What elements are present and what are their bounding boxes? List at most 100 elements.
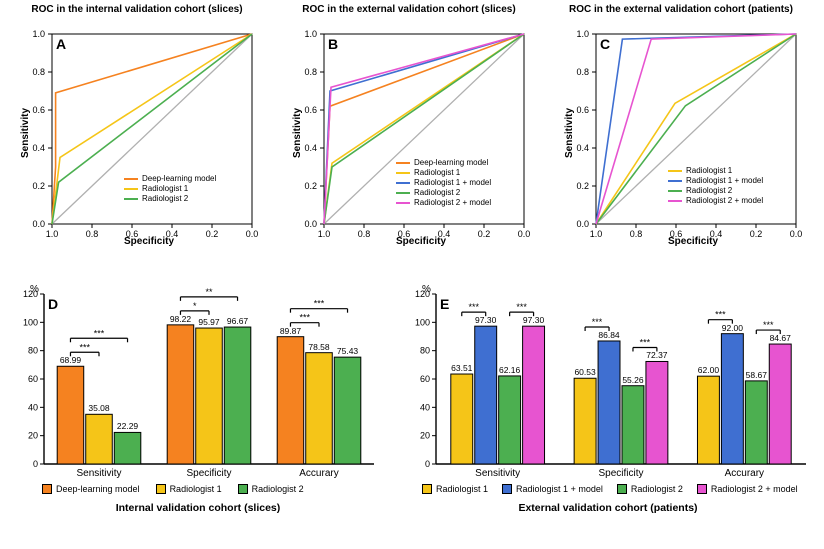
panel-A-letter: A xyxy=(56,36,66,52)
svg-text:0.4: 0.4 xyxy=(32,143,45,153)
bar-value-label: 72.37 xyxy=(641,350,673,360)
bar-value-label: 92.00 xyxy=(716,323,748,333)
svg-text:0.8: 0.8 xyxy=(304,67,317,77)
panel-D-legend: Deep-learning model Radiologist 1 Radiolog… xyxy=(42,484,310,495)
panel-E-title: External validation cohort (patients) xyxy=(400,502,816,514)
category-label: Specificity xyxy=(559,468,682,479)
svg-text:***: *** xyxy=(94,328,105,338)
svg-text:0.2: 0.2 xyxy=(750,229,763,239)
category-label: Sensitivity xyxy=(44,468,154,479)
panel-D: 020406080100120*************** D 68.9935… xyxy=(8,278,388,538)
legend-text: Radiologist 2 xyxy=(252,484,304,494)
panel-D-title: Internal validation cohort (slices) xyxy=(8,502,388,514)
panel-A-legend: Deep-learning modelRadiologist 1Radiolog… xyxy=(124,174,216,204)
svg-text:80: 80 xyxy=(28,346,38,356)
svg-text:0: 0 xyxy=(33,459,38,469)
legend-text: Radiologist 1 xyxy=(414,168,460,177)
panel-C-plot: 1.00.80.60.40.20.00.00.20.40.60.81.0 xyxy=(552,4,810,252)
panel-B-ylabel: Sensitivity xyxy=(292,108,303,158)
legend-swatch xyxy=(124,198,138,200)
svg-text:0.2: 0.2 xyxy=(576,181,589,191)
svg-text:***: *** xyxy=(299,313,310,323)
figure-root: ROC in the internal validation cohort (s… xyxy=(0,0,824,549)
svg-text:0: 0 xyxy=(425,459,430,469)
panel-E-plot: 020406080100120****************** xyxy=(400,278,816,538)
legend-text: Deep-learning model xyxy=(142,174,216,183)
legend-text: Radiologist 2 xyxy=(142,194,188,203)
legend-item: Radiologist 2 xyxy=(238,484,304,494)
legend-text: Radiologist 1 xyxy=(686,166,732,175)
svg-text:20: 20 xyxy=(420,431,430,441)
bar-value-label: 58.67 xyxy=(740,370,772,380)
svg-text:0.8: 0.8 xyxy=(86,229,99,239)
svg-text:**: ** xyxy=(205,287,213,297)
legend-item: Radiologist 2 xyxy=(668,186,763,195)
panel-B-plot: 1.00.80.60.40.20.00.00.20.40.60.81.0 xyxy=(280,4,538,252)
legend-text: Radiologist 1 xyxy=(170,484,222,494)
legend-text: Radiologist 2 + model xyxy=(711,484,798,494)
legend-swatch xyxy=(422,484,432,494)
svg-text:1.0: 1.0 xyxy=(318,229,331,239)
svg-text:0.4: 0.4 xyxy=(304,143,317,153)
svg-text:0.2: 0.2 xyxy=(304,181,317,191)
legend-swatch xyxy=(396,182,410,184)
legend-text: Deep-learning model xyxy=(56,484,140,494)
bar-value-label: 62.00 xyxy=(692,365,724,375)
legend-swatch xyxy=(42,484,52,494)
legend-swatch xyxy=(697,484,707,494)
legend-swatch xyxy=(668,170,682,172)
bar-value-label: 60.53 xyxy=(569,367,601,377)
legend-text: Radiologist 2 + model xyxy=(686,196,763,205)
svg-text:0.0: 0.0 xyxy=(576,219,589,229)
bar-value-label: 55.26 xyxy=(617,375,649,385)
legend-item: Radiologist 1 xyxy=(124,184,216,193)
legend-text: Radiologist 1 xyxy=(436,484,488,494)
svg-text:0.4: 0.4 xyxy=(576,143,589,153)
panel-C-xlabel: Specificity xyxy=(668,236,718,247)
legend-item: Radiologist 2 xyxy=(617,484,683,494)
svg-text:40: 40 xyxy=(420,402,430,412)
svg-text:80: 80 xyxy=(420,346,430,356)
bar-value-label: 95.97 xyxy=(193,317,225,327)
bar-value-label: 75.43 xyxy=(332,346,364,356)
bar-value-label: 98.22 xyxy=(164,314,196,324)
legend-item: Radiologist 1 xyxy=(668,166,763,175)
svg-text:1.0: 1.0 xyxy=(576,29,589,39)
panel-A-xlabel: Specificity xyxy=(124,236,174,247)
legend-item: Radiologist 1 + model xyxy=(396,178,491,187)
bar-value-label: 22.29 xyxy=(112,421,144,431)
bar-value-label: 78.58 xyxy=(303,342,335,352)
panel-A-plot: 1.00.80.60.40.20.00.00.20.40.60.81.0 xyxy=(8,4,266,252)
svg-text:0.0: 0.0 xyxy=(518,229,531,239)
panel-A: ROC in the internal validation cohort (s… xyxy=(8,4,266,252)
legend-item: Deep-learning model xyxy=(42,484,140,494)
legend-text: Radiologist 2 xyxy=(414,188,460,197)
legend-item: Radiologist 1 xyxy=(156,484,222,494)
svg-text:0.0: 0.0 xyxy=(790,229,803,239)
legend-swatch xyxy=(124,188,138,190)
panel-B: ROC in the external validation cohort (s… xyxy=(280,4,538,252)
category-label: Sensitivity xyxy=(436,468,559,479)
svg-text:0.0: 0.0 xyxy=(246,229,259,239)
svg-text:***: *** xyxy=(468,302,479,312)
bar-value-label: 35.08 xyxy=(83,403,115,413)
panel-E-legend: Radiologist 1Radiologist 1 + modelRadiol… xyxy=(422,484,804,495)
svg-text:***: *** xyxy=(715,310,726,320)
svg-text:0.2: 0.2 xyxy=(32,181,45,191)
panel-C-legend: Radiologist 1Radiologist 1 + modelRadiol… xyxy=(668,166,763,206)
legend-text: Radiologist 1 xyxy=(142,184,188,193)
svg-text:1.0: 1.0 xyxy=(304,29,317,39)
legend-item: Radiologist 2 xyxy=(396,188,491,197)
panel-A-ylabel: Sensitivity xyxy=(20,108,31,158)
svg-text:100: 100 xyxy=(415,317,430,327)
svg-text:1.0: 1.0 xyxy=(590,229,603,239)
legend-swatch xyxy=(668,180,682,182)
legend-swatch xyxy=(124,178,138,180)
bar-value-label: 68.99 xyxy=(54,355,86,365)
legend-item: Deep-learning model xyxy=(396,158,491,167)
panel-E-ylabel: % xyxy=(422,284,431,295)
legend-item: Radiologist 1 xyxy=(422,484,488,494)
panel-C-ylabel: Sensitivity xyxy=(564,108,575,158)
svg-text:60: 60 xyxy=(28,374,38,384)
panel-C-letter: C xyxy=(600,36,610,52)
